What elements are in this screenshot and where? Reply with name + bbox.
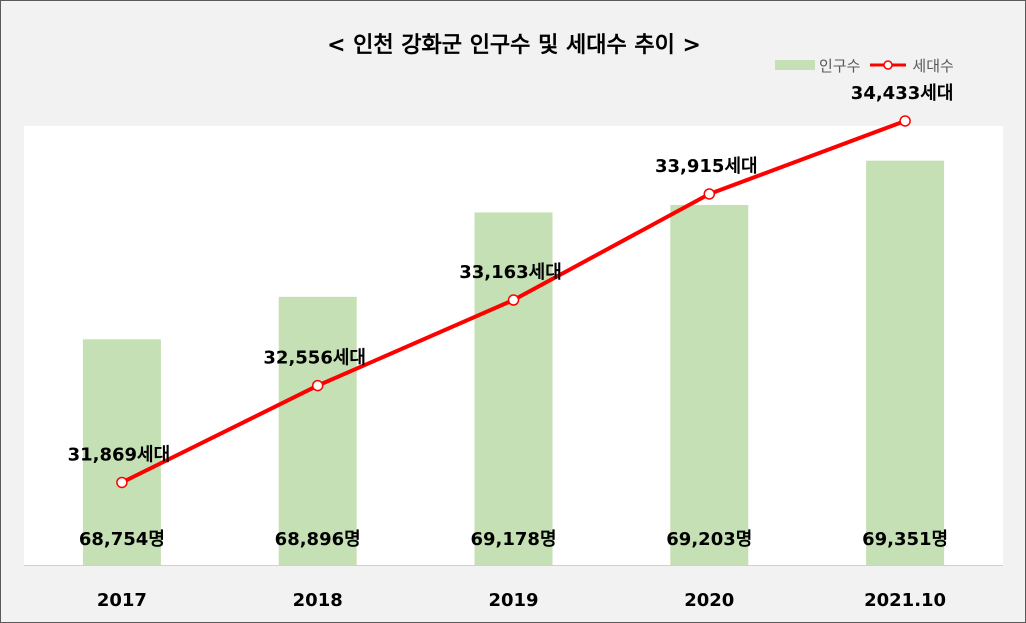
x-tick-label: 2020 [684,590,734,611]
point-households [507,294,520,306]
bar-population [670,204,749,565]
point-households [703,188,716,200]
x-tick-label: 2017 [97,590,147,611]
x-tick-label: 2021.10 [864,590,946,611]
data-label-households: 34,433세대 [851,83,954,104]
legend-swatch-line [870,60,907,70]
x-tick-label: 2018 [293,590,343,611]
x-tick-label: 2019 [488,590,538,611]
legend-swatch-bar [775,60,815,70]
point-households [899,115,911,127]
data-label-households: 33,915세대 [655,156,758,177]
data-label-population: 68,754명 [79,529,165,550]
data-label-population: 69,203명 [666,529,752,550]
data-label-population: 68,896명 [275,529,361,550]
data-label-households: 31,869세대 [68,444,171,465]
data-label-households: 33,163세대 [459,262,562,283]
data-label-population: 69,351명 [862,529,948,550]
point-households [116,476,128,489]
bar-population [82,339,161,565]
data-label-households: 32,556세대 [263,348,366,369]
chart-title: < 인천 강화군 인구수 및 세대수 추이 > [327,33,701,58]
data-label-population: 69,178명 [470,529,556,550]
legend-label-population: 인구수 [819,56,861,75]
legend-item-households: 세대수 [868,55,954,76]
point-households [311,379,324,392]
bar-population [278,296,357,565]
bar-population [866,160,945,566]
legend-label-households: 세대수 [912,56,954,75]
legend: 인구수 세대수 [775,55,962,75]
bar-population [474,212,553,566]
legend-item-population: 인구수 [775,55,860,76]
